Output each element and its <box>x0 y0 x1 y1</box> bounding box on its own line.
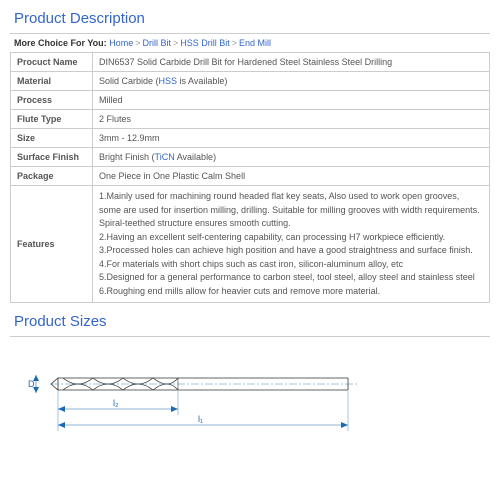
value-package: One Piece in One Plastic Calm Shell <box>93 167 490 186</box>
product-sizes-title: Product Sizes <box>10 309 490 337</box>
feature-line: 4.For materials with short chips such as… <box>99 258 483 272</box>
dim-l1-label: l₁ <box>198 414 203 424</box>
breadcrumb-endmill[interactable]: End Mill <box>239 38 271 48</box>
label-material: Material <box>11 72 93 91</box>
feature-line: 2.Having an excellent self-centering cap… <box>99 231 483 245</box>
feature-line: 5.Designed for a general performance to … <box>99 271 483 285</box>
breadcrumb-label: More Choice For You: <box>14 38 107 48</box>
table-row: Flute Type2 Flutes <box>11 110 490 129</box>
value-surface-finish: Bright Finish (TiCN Available) <box>93 148 490 167</box>
label-package: Package <box>11 167 93 186</box>
ticn-link[interactable]: TiCN <box>155 152 175 162</box>
breadcrumb: More Choice For You: Home>Drill Bit>HSS … <box>10 38 490 52</box>
breadcrumb-home[interactable]: Home <box>109 38 133 48</box>
drill-diagram: D l₂ l₁ <box>10 341 490 446</box>
feature-line: 3.Processed holes can achieve high posit… <box>99 244 483 258</box>
product-description-title: Product Description <box>10 6 490 34</box>
label-process: Process <box>11 91 93 110</box>
value-size: 3mm - 12.9mm <box>93 129 490 148</box>
breadcrumb-drillbit[interactable]: Drill Bit <box>142 38 171 48</box>
label-surface-finish: Surface Finish <box>11 148 93 167</box>
label-flute-type: Flute Type <box>11 110 93 129</box>
table-row: Features1.Mainly used for machining roun… <box>11 186 490 303</box>
table-row: Surface FinishBright Finish (TiCN Availa… <box>11 148 490 167</box>
table-row: ProcessMilled <box>11 91 490 110</box>
table-row: Size3mm - 12.9mm <box>11 129 490 148</box>
dim-l2-label: l₂ <box>113 398 119 408</box>
breadcrumb-hss[interactable]: HSS Drill Bit <box>180 38 230 48</box>
value-features: 1.Mainly used for machining round headed… <box>93 186 490 303</box>
label-product-name: Procuct Name <box>11 53 93 72</box>
table-row: PackageOne Piece in One Plastic Calm She… <box>11 167 490 186</box>
value-product-name: DIN6537 Solid Carbide Drill Bit for Hard… <box>93 53 490 72</box>
label-features: Features <box>11 186 93 303</box>
dim-d-label: D <box>28 379 35 389</box>
feature-line: 6.Roughing end mills allow for heavier c… <box>99 285 483 299</box>
table-row: Procuct NameDIN6537 Solid Carbide Drill … <box>11 53 490 72</box>
value-process: Milled <box>93 91 490 110</box>
table-row: MaterialSolid Carbide (HSS is Available) <box>11 72 490 91</box>
feature-line: 1.Mainly used for machining round headed… <box>99 190 483 231</box>
label-size: Size <box>11 129 93 148</box>
hss-link[interactable]: HSS <box>159 76 178 86</box>
value-flute-type: 2 Flutes <box>93 110 490 129</box>
spec-table: Procuct NameDIN6537 Solid Carbide Drill … <box>10 52 490 303</box>
value-material: Solid Carbide (HSS is Available) <box>93 72 490 91</box>
